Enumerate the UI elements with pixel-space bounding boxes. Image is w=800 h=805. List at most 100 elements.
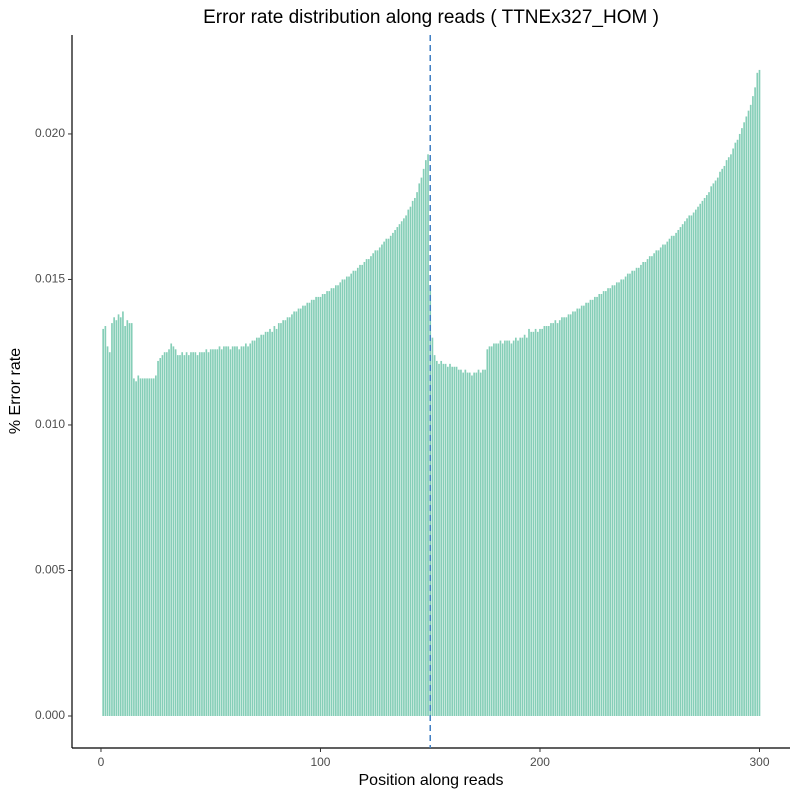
bar <box>611 285 614 716</box>
y-tick-label: 0.005 <box>35 563 65 577</box>
bar <box>466 372 469 716</box>
bar <box>135 381 137 716</box>
bar <box>310 299 313 716</box>
bar <box>716 177 719 716</box>
bar <box>249 343 252 716</box>
bar <box>594 296 596 716</box>
bar <box>635 267 638 716</box>
bar <box>484 369 486 716</box>
bar <box>416 192 418 716</box>
bar <box>677 229 680 716</box>
bar <box>543 326 546 716</box>
bar <box>499 340 502 716</box>
bar <box>482 369 484 716</box>
x-tick-label: 0 <box>98 755 105 769</box>
bar <box>673 235 675 716</box>
bar <box>490 346 493 716</box>
bar <box>339 282 342 716</box>
bar <box>545 326 548 716</box>
bar <box>155 375 157 716</box>
bar <box>317 296 320 716</box>
bar <box>291 314 293 716</box>
bar <box>508 340 511 716</box>
bar <box>651 256 653 716</box>
bar <box>275 328 278 716</box>
bar <box>497 343 500 716</box>
bar <box>133 378 135 716</box>
bar <box>297 308 300 716</box>
bar <box>479 372 482 716</box>
bar <box>615 282 618 716</box>
bar <box>558 320 561 716</box>
bar <box>539 328 541 716</box>
bar <box>236 346 238 716</box>
bar <box>216 349 219 716</box>
bar <box>207 352 210 716</box>
bar <box>451 366 454 716</box>
bar <box>168 349 170 716</box>
bar <box>510 343 513 716</box>
bar <box>679 227 682 716</box>
bar <box>403 218 405 716</box>
bar <box>442 363 445 716</box>
bar <box>354 270 357 716</box>
bar <box>255 337 258 716</box>
bar <box>425 160 427 716</box>
bar <box>227 346 230 716</box>
bar <box>699 203 702 716</box>
bar <box>736 139 739 716</box>
y-tick-label: 0.000 <box>35 708 65 722</box>
bar <box>738 133 741 716</box>
bar <box>126 320 129 716</box>
bar <box>341 279 344 716</box>
bar <box>519 337 522 716</box>
bar <box>523 334 526 716</box>
bar <box>495 343 497 716</box>
bar <box>556 323 559 716</box>
bar <box>446 366 449 716</box>
bar <box>596 296 598 716</box>
bar <box>690 215 693 716</box>
bar <box>308 302 311 716</box>
bar <box>163 352 166 716</box>
bar <box>394 229 396 716</box>
bar <box>420 177 423 716</box>
bar <box>602 291 605 716</box>
bar <box>383 241 385 716</box>
bar <box>714 180 717 716</box>
bar <box>477 369 480 716</box>
bar <box>517 340 519 716</box>
bar <box>218 346 221 716</box>
bar <box>288 317 291 716</box>
bar <box>754 87 756 716</box>
bar <box>732 148 734 716</box>
bar <box>747 110 750 716</box>
bar <box>668 238 671 716</box>
bar <box>626 273 629 716</box>
bar <box>541 328 544 716</box>
bar <box>332 288 335 716</box>
bar <box>727 157 730 716</box>
bar <box>719 171 721 716</box>
bar <box>387 238 390 716</box>
bar <box>653 253 655 716</box>
bar <box>528 328 530 716</box>
bar <box>225 346 227 716</box>
bar <box>591 299 594 716</box>
bar <box>295 311 298 716</box>
bar <box>444 363 447 716</box>
bar <box>407 209 410 716</box>
bar <box>128 323 131 716</box>
bar <box>686 218 688 716</box>
bar <box>130 323 133 716</box>
bar <box>194 352 197 716</box>
bar <box>501 343 504 716</box>
bar <box>262 334 265 716</box>
bar <box>569 314 572 716</box>
bar <box>646 259 649 716</box>
bar <box>515 337 517 716</box>
bar <box>192 352 195 716</box>
bar <box>734 142 737 716</box>
bar <box>438 363 440 716</box>
